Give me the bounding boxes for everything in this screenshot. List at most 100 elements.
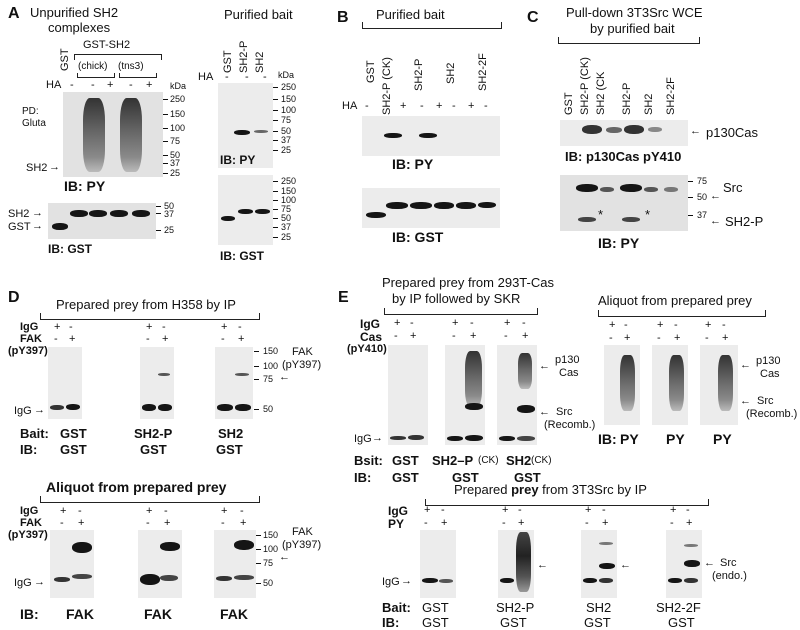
sign: + — [522, 330, 529, 342]
sign: + — [470, 330, 477, 342]
marker: 150 — [170, 109, 186, 119]
bottom-ib-name: GST — [668, 615, 695, 630]
arrow-icon: ← — [740, 395, 751, 407]
sign: - — [452, 330, 456, 342]
arrow-icon: ← — [279, 551, 290, 563]
sign: + — [410, 330, 417, 342]
purified-ib-bottom: IB: GST — [220, 249, 264, 263]
panel-c-col-label: SH2 — [643, 93, 655, 115]
arrow-icon: ← — [740, 359, 751, 371]
purified-col-label: GST — [222, 50, 234, 73]
sign: + — [657, 319, 664, 331]
ha-sign: - — [70, 79, 74, 91]
igg-arrow-label: IgG — [382, 576, 400, 588]
sign: + — [674, 332, 681, 344]
panel-c-col-label: SH2-P — [621, 82, 633, 115]
py-label: PY — [388, 517, 405, 531]
sign: + — [585, 504, 592, 516]
arrow-icon: ← — [279, 371, 290, 383]
sign: - — [221, 333, 225, 345]
bottom-ib-name: GST — [584, 615, 611, 630]
arrow-icon: ← — [537, 559, 548, 571]
arrow-icon: ← — [539, 360, 550, 372]
marker: 50 — [281, 126, 292, 136]
sh2-arrow-label: SH2 — [26, 162, 48, 174]
bottom-title: Prepared prey from 3T3Src by IP — [454, 482, 647, 497]
sign: - — [164, 505, 168, 517]
panel-d-letter: D — [8, 289, 20, 306]
gst-label-bottom: GST — [8, 221, 31, 233]
sign: + — [394, 317, 401, 329]
sign: + — [221, 505, 228, 517]
panel-c-col-label: SH2 (CK — [595, 71, 607, 115]
marker: 75 — [263, 558, 274, 568]
panel-c-py-blot — [560, 175, 688, 231]
marker: 75 — [263, 374, 274, 384]
arrow-icon: ← — [710, 215, 721, 227]
panel-b-ib-top: IB: PY — [392, 156, 434, 172]
marker: 150 — [281, 94, 297, 104]
arrow-icon: ← — [690, 125, 701, 137]
arrow-icon: ← — [620, 559, 631, 571]
sign: - — [441, 504, 445, 516]
bottom-blot-sh2-2f — [666, 530, 702, 598]
kda-label: kDa — [170, 81, 187, 91]
bottom-bait-name: SH2 — [586, 600, 612, 615]
ib-label: IB: — [354, 470, 372, 485]
igg-arrow-label: IgG — [354, 433, 372, 445]
sign: + — [162, 333, 169, 345]
bait-label: Bait: — [20, 426, 49, 441]
fak-band-label-1: FAK — [292, 526, 313, 538]
py397-label: (pY397) — [8, 529, 48, 541]
marker: 150 — [263, 346, 279, 356]
bait-name: SH2 — [218, 426, 244, 441]
panel-d-bottom-title: Aliquot from prepared prey — [46, 479, 227, 495]
asterisk-mark: * — [645, 207, 651, 222]
panel-b-letter: B — [337, 9, 349, 26]
marker: 37 — [281, 222, 292, 232]
src-endo-label-1: Src — [720, 557, 737, 569]
sign: + — [504, 317, 511, 329]
marker: 150 — [281, 186, 297, 196]
panel-b-py-blot — [362, 116, 500, 156]
gst-column-label: GST — [59, 48, 71, 71]
bottom-ib-name: FAK — [220, 606, 248, 622]
src-endo-label-2: (endo.) — [712, 570, 747, 582]
ha-sign: - — [263, 71, 267, 83]
panel-d-aliquot-blot-1 — [50, 530, 94, 598]
sign: - — [394, 330, 398, 342]
marker: 25 — [170, 168, 181, 178]
ha-sign: - — [385, 100, 389, 112]
marker: 75 — [697, 176, 708, 186]
panel-e-title-line1: Prepared prey from 293T-Cas — [382, 275, 554, 290]
panel-c-title-line1: Pull-down 3T3Src WCE — [566, 5, 703, 20]
marker: 250 — [281, 82, 297, 92]
pd-label-2: Gluta — [22, 118, 46, 129]
bottom-ib-name: FAK — [66, 606, 94, 622]
purified-gst-blot — [218, 175, 273, 245]
panel-b-title: Purified bait — [376, 7, 445, 22]
sign: - — [146, 333, 150, 345]
sign: - — [470, 317, 474, 329]
ib-name: GST — [140, 442, 167, 457]
sign: + — [221, 321, 228, 333]
sign: + — [54, 321, 61, 333]
sign: - — [522, 317, 526, 329]
bottom-bait-name: SH2-2F — [656, 600, 701, 615]
bait-suffix: (CK) — [478, 455, 499, 466]
panel-c-p130-blot — [560, 120, 688, 146]
panel-a-py-blot — [63, 92, 163, 177]
ha-label: HA — [46, 79, 62, 91]
sign: + — [624, 332, 631, 344]
recomb-label: (Recomb.) — [544, 419, 596, 431]
panel-d-aliquot-blot-2 — [138, 530, 182, 598]
arrow-icon: ← — [710, 190, 721, 202]
ha-sign: + — [436, 100, 443, 112]
ib-name: GST — [514, 470, 541, 485]
sign: + — [705, 319, 712, 331]
panel-b-col-label: SH2 — [445, 62, 457, 84]
marker: 37 — [170, 158, 181, 168]
panel-b-col-label: GST — [365, 60, 377, 83]
src-label: Src — [723, 180, 743, 195]
marker: 100 — [281, 105, 297, 115]
